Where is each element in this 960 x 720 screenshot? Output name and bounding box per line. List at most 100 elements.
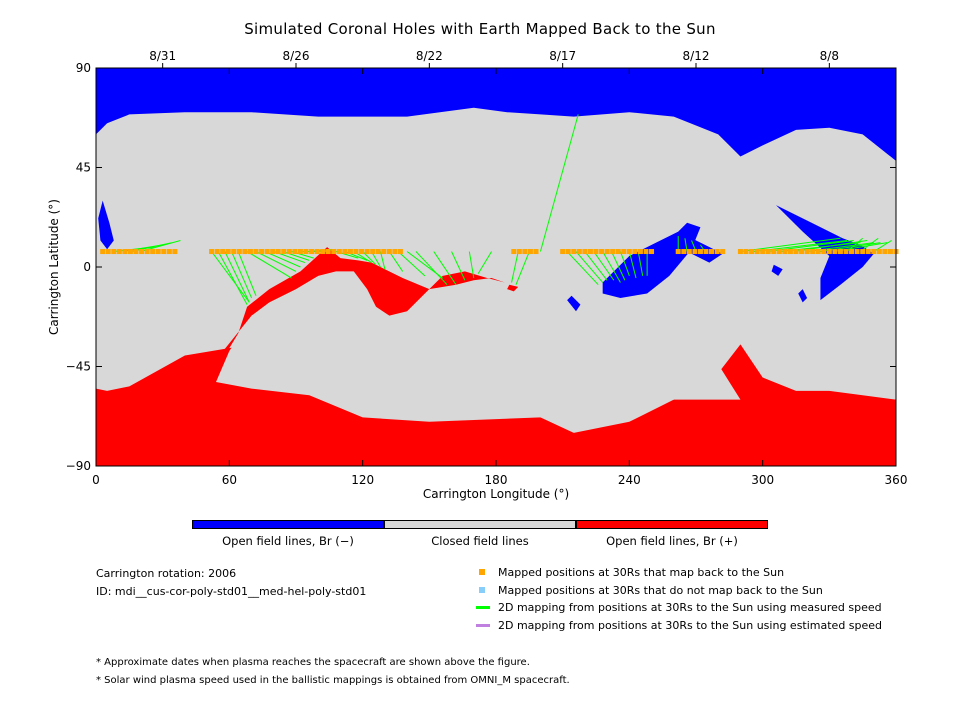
mapped-position-marker (105, 249, 111, 255)
mapped-position-marker (675, 249, 681, 255)
mapped-position-marker (604, 249, 610, 255)
closed-field-region (216, 306, 741, 422)
mapped-position-marker (571, 249, 577, 255)
mapped-position-marker (522, 249, 528, 255)
x-tick-label: 180 (485, 473, 508, 487)
chart-title: Simulated Coronal Holes with Earth Mappe… (244, 20, 716, 38)
mapped-position-marker (765, 249, 771, 255)
mapped-position-marker (214, 249, 220, 255)
mapped-position-marker (253, 249, 259, 255)
mapped-position-marker (166, 249, 172, 255)
mapping-line (873, 240, 892, 252)
mapped-position-marker (832, 249, 838, 255)
mapped-position-marker (582, 249, 588, 255)
coronal-hole-positive (507, 284, 519, 292)
mapped-position-marker (155, 249, 161, 255)
mapped-position-marker (172, 249, 178, 255)
mapped-position-marker (150, 249, 156, 255)
mapping-line (379, 251, 386, 270)
legend-marker-unmapped (479, 587, 485, 593)
mapped-position-marker (876, 249, 882, 255)
mapping-line (371, 251, 381, 268)
mapped-position-marker (632, 249, 638, 255)
coronal-hole-negative (798, 289, 808, 303)
mapped-position-marker (709, 249, 715, 255)
mapped-position-marker (242, 249, 248, 255)
mapped-position-marker (516, 249, 522, 255)
coronal-hole-negative (776, 205, 874, 301)
mapping-line (468, 251, 475, 279)
mapped-position-marker (122, 249, 128, 255)
mapped-position-marker (386, 249, 392, 255)
mapped-position-marker (854, 249, 860, 255)
mapping-line (593, 251, 615, 281)
x-axis-label: Carrington Longitude (°) (423, 487, 569, 501)
mapping-line (684, 238, 688, 252)
mapping-line (515, 251, 530, 285)
mapped-position-marker (527, 249, 533, 255)
mapped-position-marker (637, 249, 643, 255)
y-tick-label: −90 (66, 459, 91, 473)
mapped-position-marker (849, 249, 855, 255)
mapped-position-marker (804, 249, 810, 255)
note-dates: * Approximate dates when plasma reaches … (96, 657, 530, 668)
y-tick-label: 45 (76, 161, 91, 175)
mapping-line (539, 114, 579, 252)
mapped-position-marker (259, 249, 265, 255)
mapped-position-marker (776, 249, 782, 255)
x-tick-label: 300 (751, 473, 774, 487)
mapped-position-marker (511, 249, 517, 255)
mapping-line (451, 251, 466, 281)
mapping-line (264, 251, 301, 268)
mapped-position-marker (815, 249, 821, 255)
mapped-position-marker (139, 249, 145, 255)
x-tick-label: 120 (351, 473, 374, 487)
mapping-line (511, 251, 519, 283)
mapped-position-marker (297, 249, 303, 255)
mapping-line (602, 251, 621, 283)
mapping-line (224, 251, 250, 303)
mapped-position-marker (325, 249, 331, 255)
mapped-position-marker (209, 249, 215, 255)
mapping-line (217, 251, 248, 305)
mapping-line (255, 251, 297, 272)
mapped-position-marker (353, 249, 359, 255)
mapped-position-marker (111, 249, 117, 255)
legend-label-measured-line: 2D mapping from positions at 30Rs to the… (498, 601, 882, 614)
coronal-hole-negative (771, 264, 783, 276)
mapped-position-marker (782, 249, 788, 255)
mapped-position-marker (714, 249, 720, 255)
mapped-position-marker (347, 249, 353, 255)
mapped-position-marker (292, 249, 298, 255)
mapped-position-marker (810, 249, 816, 255)
mapped-position-marker (264, 249, 270, 255)
mapped-position-marker (281, 249, 287, 255)
mapping-line (566, 251, 599, 286)
mapped-position-marker (686, 249, 692, 255)
mapped-position-marker (615, 249, 621, 255)
colorbar-open-positive (576, 520, 768, 529)
mapped-position-marker (331, 249, 337, 255)
date-label: 8/26 (283, 49, 310, 63)
legend-label-unmapped: Mapped positions at 30Rs that do not map… (498, 584, 823, 597)
mapped-position-marker (392, 249, 398, 255)
mapped-position-marker (860, 249, 866, 255)
mapping-line (237, 251, 257, 296)
mapped-position-marker (270, 249, 276, 255)
mapped-position-marker (236, 249, 242, 255)
mapped-position-marker (737, 249, 743, 255)
closed-field-region (96, 107, 896, 433)
mapping-line (231, 251, 253, 299)
mapped-position-marker (225, 249, 231, 255)
note-plasma-speed: * Solar wind plasma speed used in the ba… (96, 675, 570, 686)
legend-marker-estimated-line (476, 624, 490, 627)
mapped-position-marker (560, 249, 566, 255)
x-tick-label: 240 (618, 473, 641, 487)
legend-label-estimated-line: 2D mapping from positions at 30Rs to the… (498, 619, 883, 632)
colorbar-label-open-negative: Open field lines, Br (−) (222, 534, 354, 548)
mapped-position-marker (303, 249, 309, 255)
mapped-position-marker (626, 249, 632, 255)
mapped-position-marker (720, 249, 726, 255)
mapped-position-marker (760, 249, 766, 255)
mapped-position-marker (342, 249, 348, 255)
